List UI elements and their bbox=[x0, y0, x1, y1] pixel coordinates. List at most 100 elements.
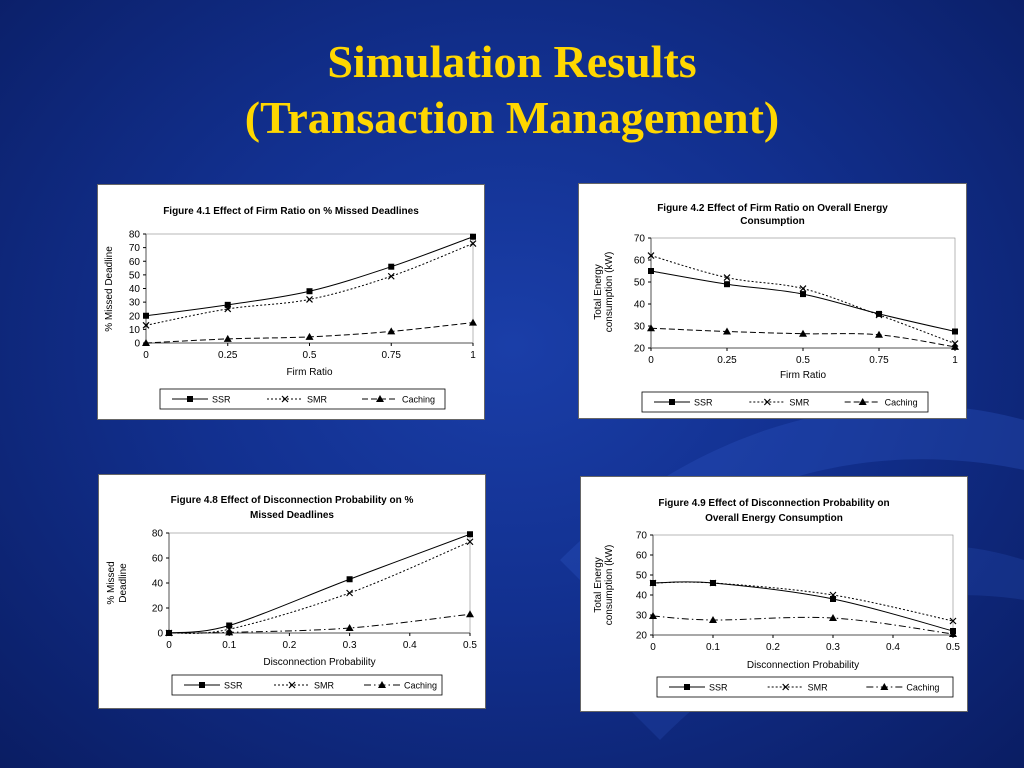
data-point bbox=[466, 610, 474, 618]
legend-marker bbox=[858, 398, 867, 405]
data-point bbox=[875, 311, 883, 319]
legend-box bbox=[159, 388, 446, 410]
series-ssr bbox=[650, 580, 956, 634]
y-tick-label: 40 bbox=[152, 579, 164, 590]
y-axis-label: Total Energy bbox=[593, 557, 604, 613]
x-tick-label: 0.4 bbox=[403, 640, 417, 651]
y-axis-label: consumption (kW) bbox=[604, 545, 615, 626]
legend-label: SMR bbox=[789, 398, 810, 408]
data-point bbox=[799, 329, 807, 337]
x-tick-label: 0.3 bbox=[343, 640, 357, 651]
data-point bbox=[226, 622, 233, 629]
y-tick-label: 60 bbox=[636, 551, 648, 562]
x-tick-label: 0.5 bbox=[946, 642, 960, 653]
legend-marker bbox=[281, 395, 289, 403]
data-point bbox=[345, 624, 354, 631]
chart-svg: Figure 4.2 Effect of Firm Ratio on Overa… bbox=[593, 203, 959, 413]
x-tick-label: 0.75 bbox=[382, 350, 402, 361]
data-point bbox=[305, 332, 314, 340]
series-line bbox=[168, 613, 471, 634]
data-point bbox=[876, 310, 882, 317]
y-tick-label: 20 bbox=[129, 311, 141, 322]
data-point bbox=[649, 612, 657, 619]
series-smr bbox=[142, 240, 477, 329]
series-line bbox=[168, 533, 471, 634]
y-axis-label: % Missed Deadline bbox=[104, 246, 115, 332]
legend: SSR SMR Caching bbox=[171, 674, 443, 696]
legend-label: SMR bbox=[808, 683, 829, 693]
legend: SSR SMR Caching bbox=[641, 391, 929, 413]
series-caching bbox=[142, 318, 477, 346]
data-point bbox=[223, 334, 232, 342]
y-tick-label: 60 bbox=[152, 554, 164, 565]
data-point bbox=[723, 274, 731, 282]
series-line bbox=[145, 243, 474, 326]
x-axis-label: Firm Ratio bbox=[286, 367, 333, 378]
data-point bbox=[142, 339, 150, 346]
data-point bbox=[709, 579, 717, 587]
series-line bbox=[652, 581, 954, 632]
data-point bbox=[875, 330, 883, 338]
y-axis-label: Total Energy bbox=[593, 264, 604, 320]
legend-marker bbox=[187, 396, 193, 402]
y-tick-label: 0 bbox=[157, 629, 163, 640]
x-tick-label: 0.2 bbox=[282, 640, 296, 651]
series-line bbox=[652, 615, 954, 635]
y-tick-label: 50 bbox=[129, 270, 141, 281]
y-tick-label: 40 bbox=[634, 300, 646, 311]
legend-label: Caching bbox=[885, 398, 918, 408]
plot-area bbox=[168, 532, 471, 634]
legend-label: SSR bbox=[212, 395, 231, 405]
legend-label: Caching bbox=[402, 395, 435, 405]
series-smr bbox=[165, 538, 474, 637]
chart-figure-4-2: Figure 4.2 Effect of Firm Ratio on Overa… bbox=[578, 183, 967, 419]
y-tick-label: 80 bbox=[129, 230, 141, 241]
x-axis-label: Disconnection Probability bbox=[747, 660, 859, 671]
data-point bbox=[830, 596, 836, 602]
data-point bbox=[949, 630, 957, 637]
data-point bbox=[306, 288, 313, 295]
data-point bbox=[648, 268, 654, 274]
series-line bbox=[650, 270, 956, 332]
y-tick-label: 70 bbox=[634, 234, 646, 245]
chart-title: Figure 4.9 Effect of Disconnection Proba… bbox=[658, 498, 889, 509]
series-smr bbox=[649, 579, 957, 625]
x-tick-label: 0.25 bbox=[717, 355, 737, 366]
data-point bbox=[647, 252, 655, 260]
y-tick-label: 30 bbox=[636, 611, 648, 622]
page-title: Simulation Results (Transaction Manageme… bbox=[0, 34, 1024, 146]
y-tick-label: 60 bbox=[634, 256, 646, 267]
x-axis-label: Firm Ratio bbox=[780, 370, 827, 381]
y-axis-label: % Missed bbox=[106, 561, 117, 604]
data-point bbox=[949, 617, 957, 625]
y-tick-label: 30 bbox=[634, 322, 646, 333]
x-tick-label: 0 bbox=[650, 642, 656, 653]
data-point bbox=[799, 285, 807, 293]
data-point bbox=[387, 327, 396, 335]
page-title-line2: (Transaction Management) bbox=[244, 92, 780, 143]
data-point bbox=[466, 538, 474, 546]
series-line bbox=[652, 581, 954, 622]
y-axis-label: Deadline bbox=[118, 563, 129, 603]
y-tick-label: 70 bbox=[129, 243, 141, 254]
y-tick-label: 40 bbox=[636, 591, 648, 602]
chart-figure-4-8: Figure 4.8 Effect of Disconnection Proba… bbox=[98, 474, 486, 709]
x-tick-label: 0.5 bbox=[796, 355, 810, 366]
data-point bbox=[346, 589, 354, 597]
data-point bbox=[467, 531, 473, 538]
series-caching bbox=[649, 612, 957, 637]
chart-title: Figure 4.8 Effect of Disconnection Proba… bbox=[171, 495, 414, 506]
data-point bbox=[224, 305, 232, 313]
x-tick-label: 1 bbox=[952, 355, 958, 366]
chart-title: Overall Energy Consumption bbox=[705, 513, 843, 524]
legend-box bbox=[656, 676, 954, 698]
series-line bbox=[650, 327, 956, 348]
y-tick-label: 70 bbox=[636, 531, 648, 542]
legend-marker bbox=[378, 681, 386, 688]
data-point bbox=[709, 616, 717, 623]
y-tick-label: 30 bbox=[129, 298, 141, 309]
data-point bbox=[829, 614, 837, 621]
y-tick-label: 20 bbox=[636, 631, 648, 642]
series-line bbox=[168, 541, 471, 634]
chart-title: Figure 4.2 Effect of Firm Ratio on Overa… bbox=[657, 203, 888, 214]
